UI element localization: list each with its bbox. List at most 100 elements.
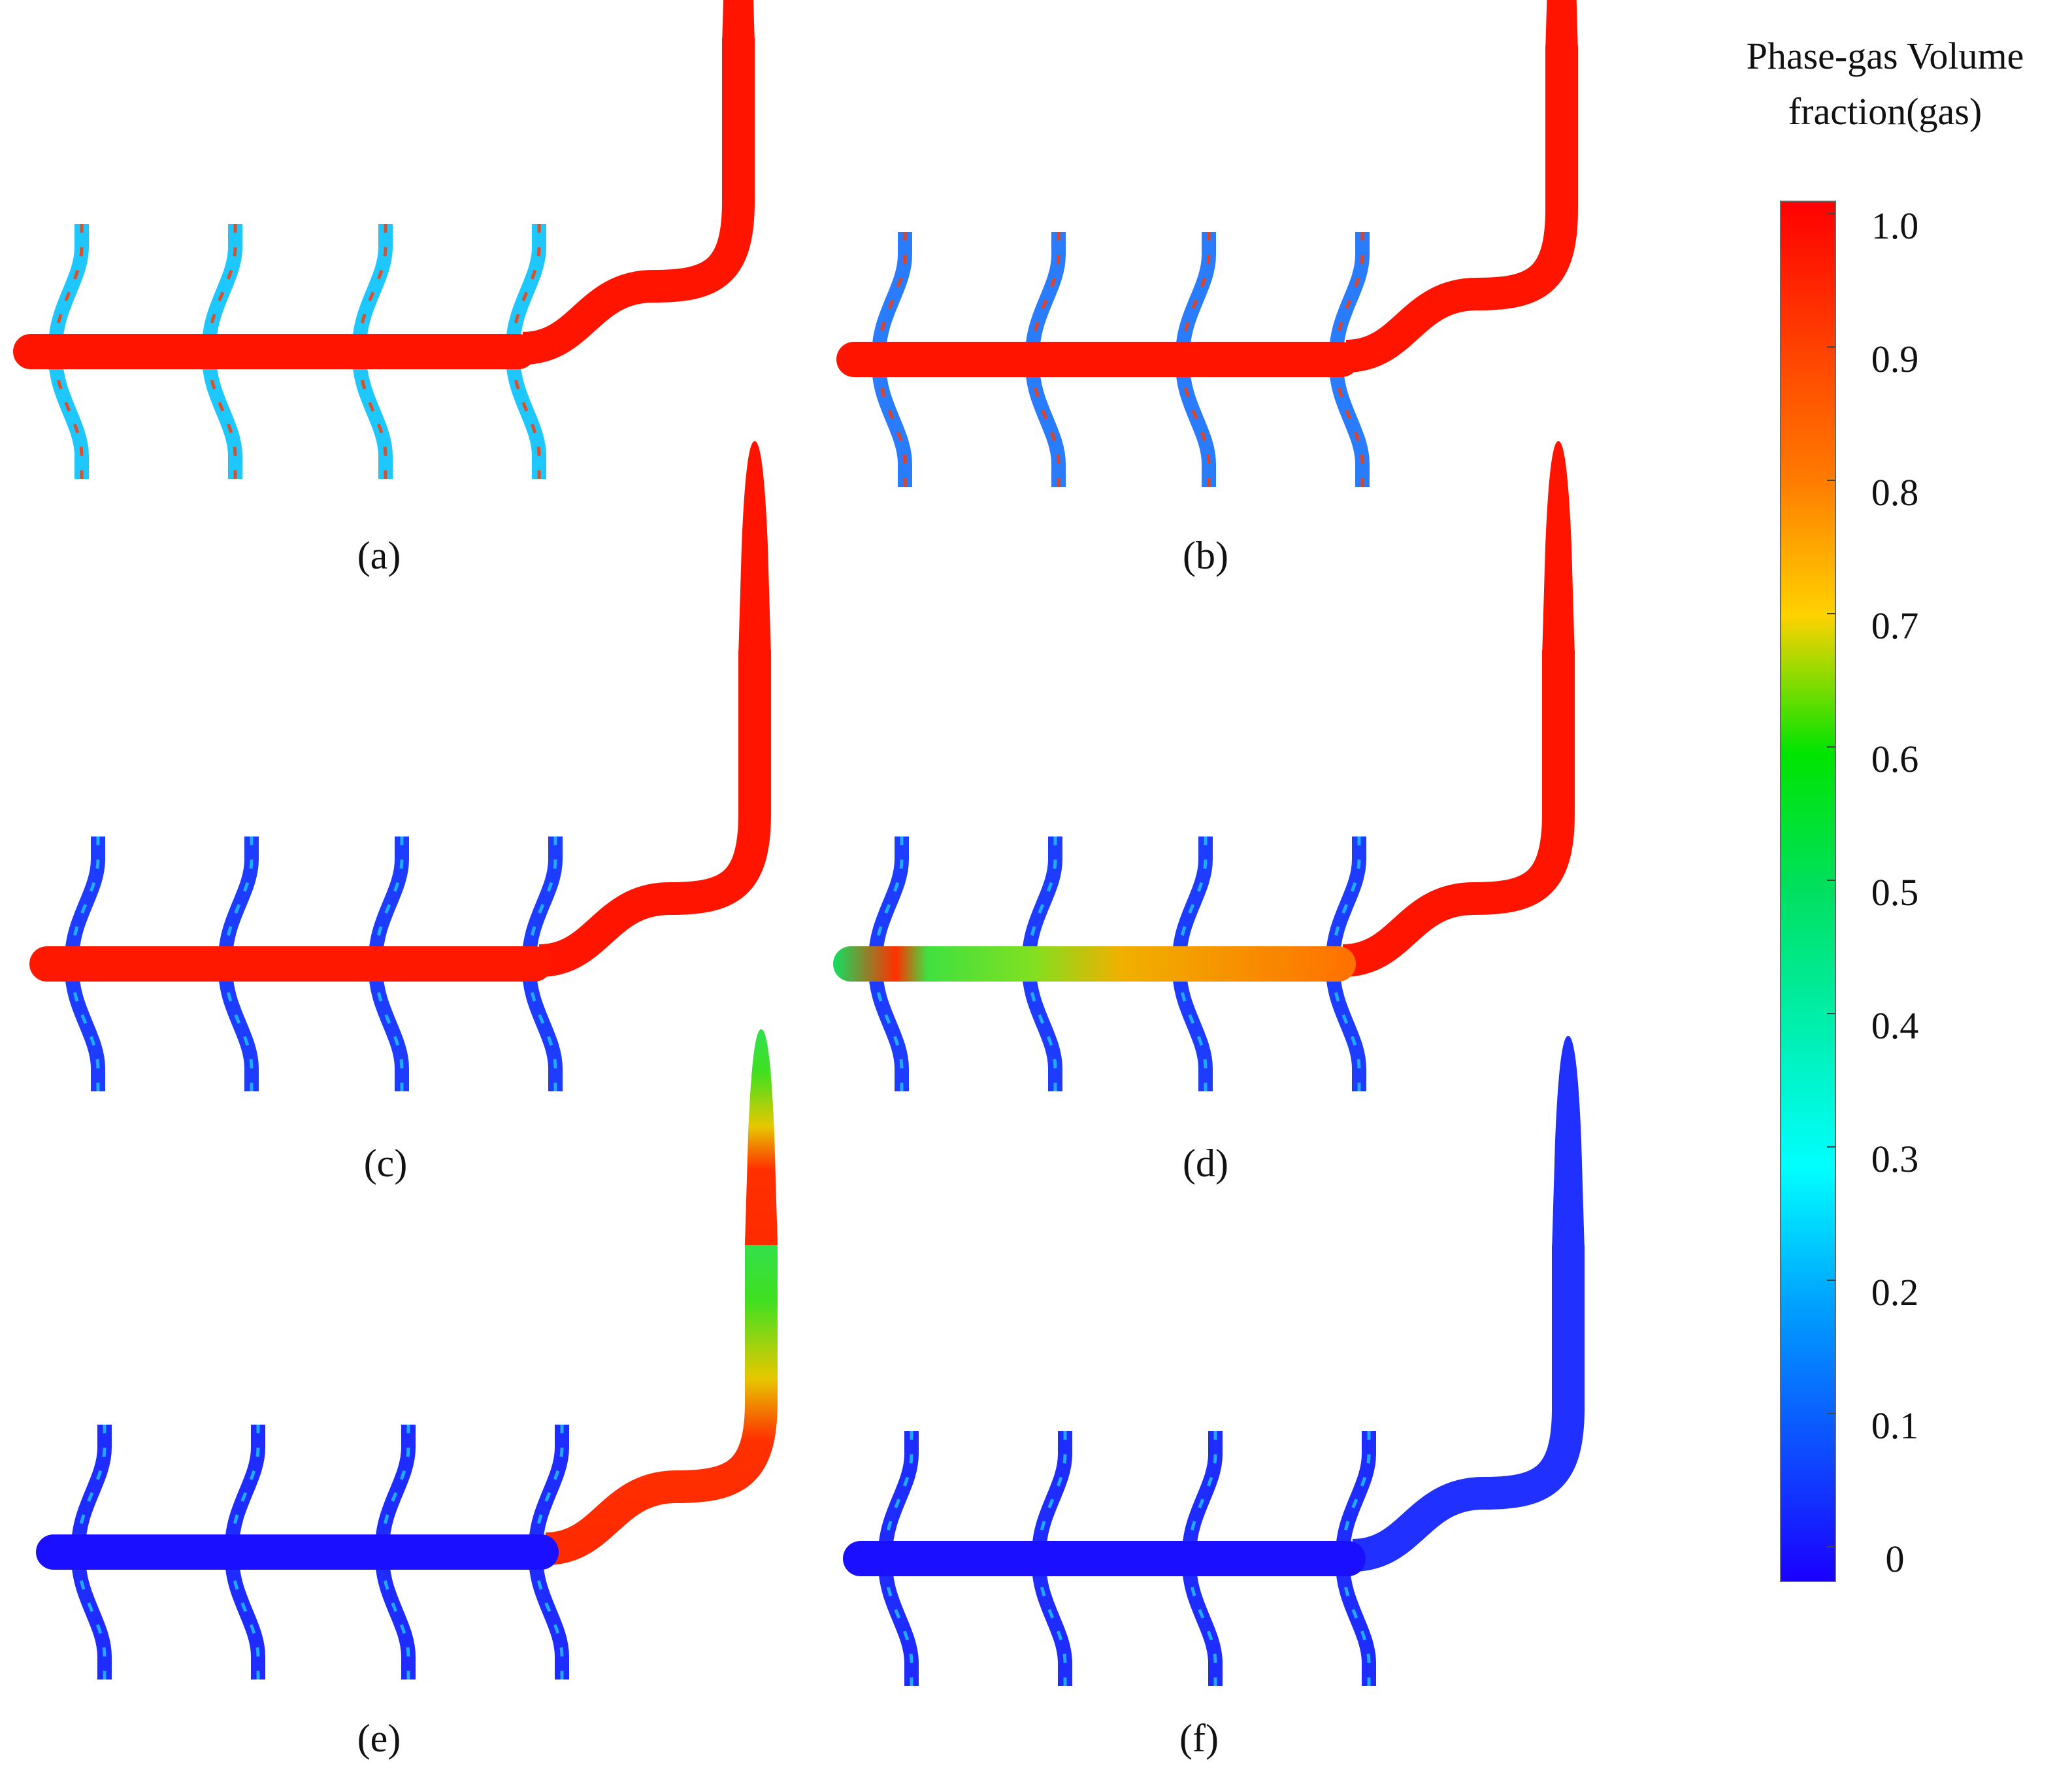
riser-tip (745, 1029, 778, 1245)
branch-flow-streak (357, 224, 387, 347)
branch-flow-streak (877, 364, 907, 487)
branch-flow-streak (874, 968, 904, 1091)
riser-tip (722, 0, 755, 44)
branch-pipe-upper (352, 224, 393, 347)
panel-label: (c) (364, 1142, 408, 1185)
branch-flow-streak (1027, 968, 1057, 1091)
branch-flow-streak (76, 1425, 107, 1548)
branch-flow-streak (1187, 1563, 1217, 1686)
branch-flow-streak (534, 1557, 564, 1680)
main-pipe (843, 1541, 1366, 1576)
branch-flow-streak (534, 1425, 564, 1548)
branch-pipe-lower (352, 356, 393, 479)
branch-pipe-lower (506, 356, 546, 479)
branch-pipe-lower (369, 968, 409, 1091)
branch-pipe-lower (1025, 364, 1066, 487)
branch-flow-streak (883, 1431, 913, 1554)
colorbar-tick-label: 0.3 (1871, 1138, 1919, 1180)
riser-tip (1542, 441, 1575, 657)
branch-pipe-lower (218, 968, 259, 1091)
panel-c (29, 441, 771, 1091)
colorbar-tick-label: 0.2 (1871, 1271, 1919, 1314)
branch-flow-streak (1341, 1563, 1371, 1686)
branch-flow-streak (1037, 1431, 1067, 1554)
branch-pipe-lower (1182, 1563, 1223, 1686)
branch-flow-streak (1037, 1563, 1067, 1686)
branch-pipe-upper (225, 1425, 265, 1548)
panel-label: (d) (1183, 1142, 1228, 1185)
colorbar-title-line1: Phase-gas Volume (1747, 35, 2024, 77)
branch-flow-streak (1341, 1431, 1371, 1554)
branch-pipe-upper (872, 232, 912, 355)
colorbar-tick-label: 0.7 (1871, 604, 1919, 647)
branch-flow-streak (511, 356, 541, 479)
branch-pipe-upper (1025, 232, 1066, 355)
branch-pipe-lower (375, 1557, 416, 1680)
branch-flow-streak (1030, 364, 1061, 487)
branch-pipe-upper (65, 836, 105, 959)
branch-flow-streak (1331, 968, 1361, 1091)
branch-flow-streak (1331, 836, 1361, 959)
branch-flow-streak (527, 968, 557, 1091)
branch-pipe-upper (1172, 836, 1213, 959)
branch-flow-streak (76, 1557, 107, 1680)
branch-flow-streak (207, 356, 237, 479)
branch-pipe-lower (1172, 968, 1213, 1091)
branch-flow-streak (877, 232, 907, 355)
colorbar-tick-label: 0.1 (1871, 1404, 1919, 1447)
colorbar-ticks: 1.0 0.9 0.8 0.7 0.6 0.5 0.4 0.3 0.2 0.1 0 (1827, 205, 1918, 1580)
branch-flow-streak (207, 224, 237, 347)
panel-label: (b) (1183, 534, 1228, 577)
branch-pipe-lower (71, 1557, 112, 1680)
branch-flow-streak (883, 1563, 913, 1686)
branch-pipe-lower (872, 364, 912, 487)
branch-flow-streak (54, 356, 84, 479)
colorbar-scale (1780, 201, 1836, 1582)
branch-flow-streak (230, 1557, 260, 1680)
riser-tip (1545, 0, 1578, 52)
branch-pipe-lower (225, 1557, 265, 1680)
colorbar-tick-label: 0.6 (1871, 738, 1919, 780)
branch-flow-streak (874, 836, 904, 959)
colorbar-tick-label: 1.0 (1871, 205, 1919, 247)
branch-pipe-lower (1329, 364, 1370, 487)
branch-flow-streak (230, 1425, 260, 1548)
panel-a (13, 0, 755, 479)
panel-label: (f) (1179, 1717, 1219, 1760)
branch-flow-streak (1177, 968, 1208, 1091)
outlet-riser (1351, 1245, 1585, 1572)
branch-flow-streak (70, 968, 100, 1091)
branch-pipe-lower (1336, 1563, 1376, 1686)
outlet-riser (544, 1238, 778, 1565)
riser-tip (738, 441, 771, 657)
branch-flow-streak (70, 836, 100, 959)
branch-pipe-upper (868, 836, 909, 959)
branch-pipe-upper (375, 1425, 416, 1548)
branch-pipe-upper (202, 224, 242, 347)
branch-pipe-upper (48, 224, 89, 347)
branch-pipe-lower (529, 1557, 569, 1680)
branch-pipe-lower (1022, 968, 1062, 1091)
branch-pipe-upper (506, 224, 546, 347)
branch-flow-streak (374, 968, 404, 1091)
branch-pipe-lower (868, 968, 909, 1091)
branch-pipe-lower (878, 1563, 919, 1686)
panel-f (843, 1036, 1585, 1686)
outlet-riser (1345, 46, 1578, 372)
branch-pipe-upper (1326, 836, 1366, 959)
branch-pipe-lower (1032, 1563, 1072, 1686)
branch-pipe-upper (369, 836, 409, 959)
main-pipe (36, 1534, 559, 1570)
colorbar: Phase-gas Volume fraction(gas) 1.0 0.9 0.8… (1747, 35, 2024, 1582)
colorbar-tick-label: 0.9 (1871, 338, 1919, 380)
branch-flow-streak (54, 224, 84, 347)
branch-flow-streak (1187, 1431, 1217, 1554)
branch-flow-streak (223, 968, 254, 1091)
branch-flow-streak (357, 356, 387, 479)
outlet-riser (1341, 650, 1575, 977)
branch-flow-streak (374, 836, 404, 959)
branch-flow-streak (1181, 232, 1211, 355)
main-pipe (836, 342, 1359, 377)
contour-panels: (a) (b) (c) (d) (e) (f) (13, 0, 1585, 1760)
branch-pipe-lower (1176, 364, 1216, 487)
